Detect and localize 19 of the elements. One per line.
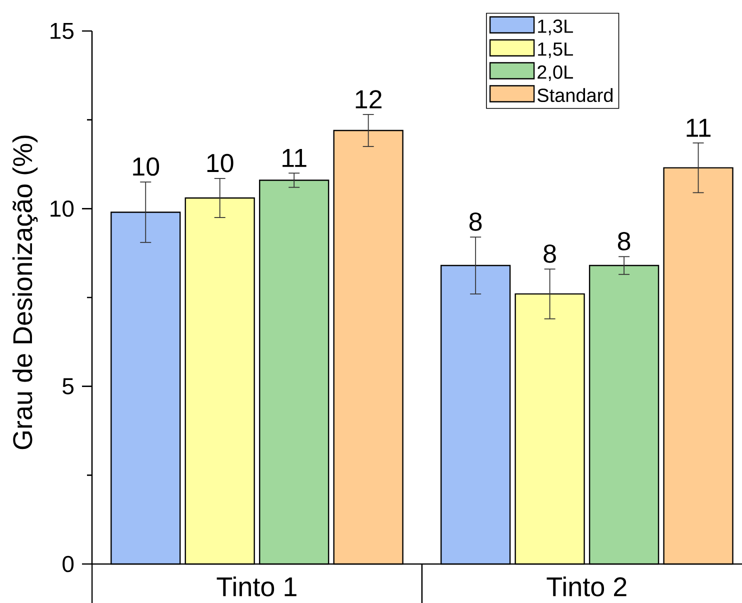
data-label: 11 bbox=[282, 149, 306, 167]
legend-label: 1,3L bbox=[538, 19, 573, 36]
legend-label: 1,5L bbox=[538, 42, 573, 58]
data-label: 12 bbox=[356, 90, 382, 108]
y-tick-label: 10 bbox=[50, 200, 74, 217]
data-label: 8 bbox=[544, 244, 556, 263]
data-label: 8 bbox=[618, 232, 630, 250]
y-tick-label: 5 bbox=[62, 378, 74, 394]
data-label: 10 bbox=[133, 157, 160, 176]
data-label: 8 bbox=[469, 212, 482, 231]
legend-label: Standard bbox=[538, 88, 613, 102]
data-label: 10 bbox=[207, 154, 234, 172]
x-tick-label: Tinto 1 bbox=[216, 576, 296, 596]
y-tick-label: 15 bbox=[50, 22, 74, 40]
data-label: 11 bbox=[686, 118, 711, 137]
x-tick-label: Tinto 2 bbox=[546, 576, 626, 596]
legend-label: 2,0L bbox=[538, 65, 573, 82]
y-tick-label: 0 bbox=[62, 556, 74, 572]
y-axis-title: Grau de Desionização (%) bbox=[12, 136, 38, 450]
